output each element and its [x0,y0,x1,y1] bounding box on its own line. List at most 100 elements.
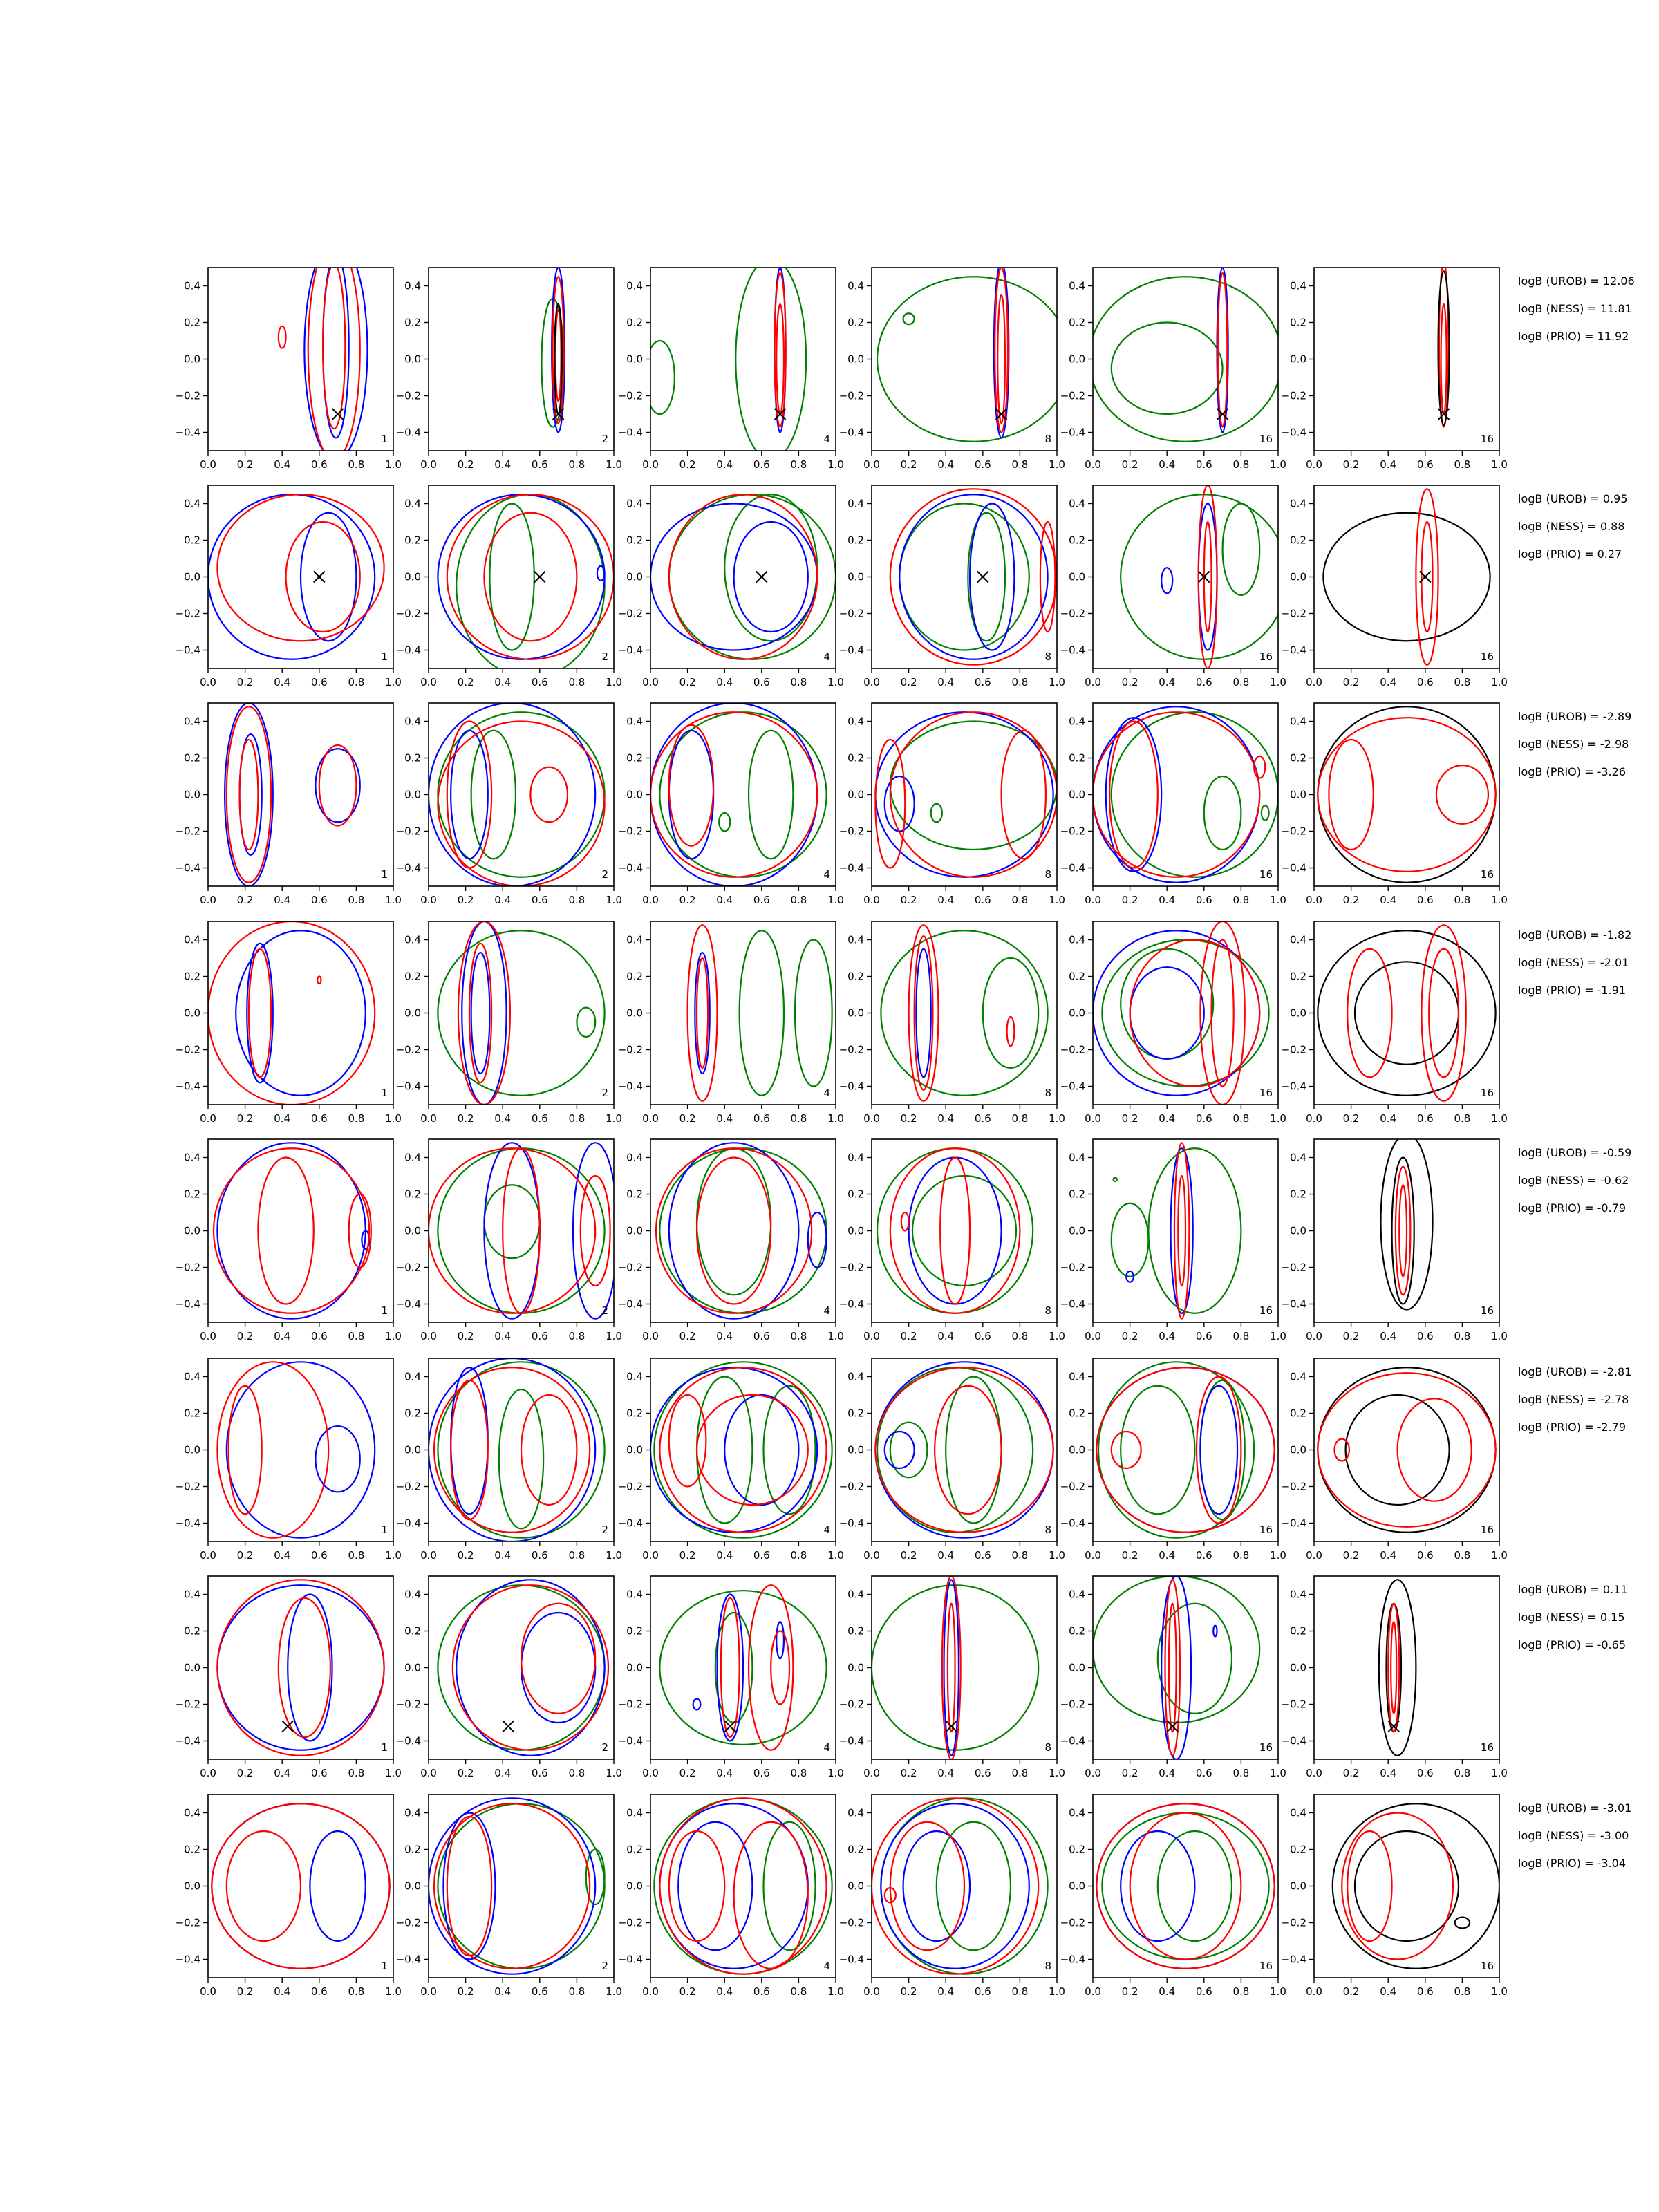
y-tick-label: 0.2 [404,1188,421,1201]
x-tick-label: 0.8 [1454,1549,1470,1562]
x-tick-label: 0.0 [1306,1112,1322,1125]
panel-label: 1 [381,1087,388,1099]
contour-r-2 [1177,1174,1187,1287]
panel-r4-c4: 0.0 0.2 0.4 0.6 0.8 1.0 0.4 0.2 0.0 −0.2 −0.4 8 [839,921,1065,1125]
true-value-marker [502,1720,514,1733]
x-tick-label: 0.4 [274,1985,290,1998]
x-tick-label: 0.8 [1454,1330,1470,1342]
y-tick-label: 0.2 [184,752,200,765]
panel-label: 8 [1044,1087,1051,1099]
y-tick-label: 0.0 [404,571,421,583]
contour-g-1 [1147,1147,1242,1314]
contour-b-1 [874,711,1054,878]
x-tick-label: 0.6 [311,1549,328,1562]
y-tick-label: 0.0 [1069,1444,1085,1456]
x-tick-label: 0.4 [1159,894,1175,906]
contour-g-3 [1260,805,1270,821]
contour-r-1 [650,711,818,878]
y-tick-label: −0.2 [176,1917,200,1929]
panel-r6-c1: 0.0 0.2 0.4 0.6 0.8 1.0 0.4 0.2 0.0 −0.2 −0.4 1 [176,1358,402,1562]
y-tick-label: −0.4 [618,1953,643,1966]
y-tick-label: −0.4 [1282,1517,1306,1530]
contour-k-2 [1391,1156,1415,1305]
axes-frame [428,267,615,451]
y-tick-label: −0.4 [839,644,864,657]
x-tick-label: 0.4 [1159,1985,1175,1998]
x-tick-label: 0.8 [790,1112,807,1125]
y-tick-label: −0.2 [1282,1044,1306,1056]
x-tick-label: 0.6 [753,1112,770,1125]
contour-group [686,924,833,1102]
contour-r-2 [695,957,709,1069]
y-tick-label: 0.0 [184,353,200,366]
y-tick-label: 0.2 [184,1844,200,1856]
x-tick-label: 0.6 [532,1985,548,1998]
contour-r-1 [1197,485,1218,668]
x-tick-label: 0.4 [1380,1767,1396,1779]
contour-k-2 [1353,1830,1460,1942]
contour-g-2 [1120,1385,1196,1515]
y-tick-label: 0.4 [847,1371,864,1383]
y-tick-label: −0.2 [1282,390,1306,402]
contour-b-1 [216,1584,385,1751]
x-tick-label: 0.4 [1380,1112,1396,1125]
y-tick-label: 0.0 [1069,571,1085,583]
contour-group [437,921,606,1105]
x-tick-label: 0.4 [1380,676,1396,688]
contour-r-2 [238,738,259,851]
contour-b-2 [572,1142,614,1320]
y-tick-label: 0.4 [1069,1152,1085,1164]
logB-annotation: logB (UROB) = -3.01 [1518,1801,1631,1815]
x-tick-label: 0.8 [1011,1985,1028,1998]
x-tick-label: 0.4 [274,458,290,471]
y-tick-label: 0.0 [1069,789,1085,801]
contour-group [874,1361,1054,1539]
y-tick-label: 0.0 [847,1662,864,1674]
contour-r-1 [433,1367,591,1533]
y-tick-label: 0.2 [1290,1188,1306,1201]
x-tick-label: 0.0 [1085,676,1101,688]
panel-label: 8 [1044,868,1051,881]
x-tick-label: 0.6 [1417,676,1434,688]
x-tick-label: 0.8 [568,1767,585,1779]
x-tick-label: 0.2 [237,676,254,688]
x-tick-label: 0.6 [532,1767,548,1779]
x-tick-label: 0.0 [642,1330,659,1342]
contour-r-2 [450,1379,489,1521]
panel-r6-c3: 0.0 0.2 0.4 0.6 0.8 1.0 0.4 0.2 0.0 −0.2 −0.4 4 [618,1358,844,1562]
contour-r-1 [774,272,787,428]
contour-group [653,1797,833,1975]
y-tick-label: 0.0 [626,1662,643,1674]
contour-r-1 [994,268,1009,433]
contour-b-1 [993,268,1010,439]
x-tick-label: 0.8 [1454,1112,1470,1125]
y-tick-label: 0.2 [626,317,643,329]
y-tick-label: −0.4 [396,1735,421,1747]
contour-g-1 [437,1803,606,1969]
contour-g-2 [576,1006,597,1038]
x-tick-label: 0.0 [1306,1767,1322,1779]
contour-r-2 [889,1821,966,1951]
contour-b-1 [908,1156,1002,1305]
x-tick-label: 0.0 [200,1549,216,1562]
contour-r-1 [552,276,565,424]
x-tick-label: 0.4 [716,1330,733,1342]
contour-r-1 [1096,1803,1275,1969]
panel-label: 2 [601,1741,608,1754]
y-tick-label: 0.2 [1069,971,1085,983]
panel-label: 1 [381,433,388,445]
x-tick-label: 0.0 [863,1549,880,1562]
contour-b-2 [883,775,915,832]
y-tick-label: 0.2 [847,534,864,547]
panel-label: 1 [381,868,388,881]
x-tick-label: 0.4 [937,1549,954,1562]
x-tick-label: 0.4 [937,458,954,471]
contour-group [429,1358,606,1541]
contour-g-2 [650,339,675,415]
panel-r7-c2: 0.0 0.2 0.4 0.6 0.8 1.0 0.4 0.2 0.0 −0.2 −0.4 2 [396,1575,622,1779]
contour-r-2 [554,308,562,402]
contour-b-1 [943,1579,960,1756]
y-tick-label: −0.2 [1060,825,1085,838]
logB-annotation: logB (NESS) = -2.01 [1518,956,1629,969]
x-tick-label: 0.0 [863,676,880,688]
